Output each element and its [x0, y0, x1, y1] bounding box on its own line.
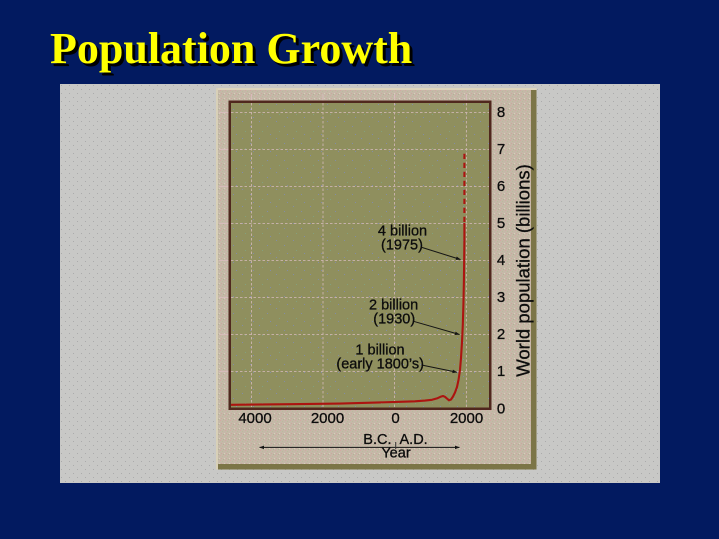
- svg-text:World population (billions): World population (billions): [513, 164, 534, 377]
- svg-text:7: 7: [497, 141, 505, 158]
- svg-text:2000: 2000: [450, 410, 483, 427]
- svg-text:1: 1: [497, 363, 505, 380]
- svg-text:2000: 2000: [311, 410, 344, 427]
- svg-text:6: 6: [497, 178, 505, 195]
- svg-text:0: 0: [497, 400, 505, 417]
- svg-text:0: 0: [391, 410, 399, 427]
- svg-text:2 billion: 2 billion: [369, 298, 418, 314]
- svg-text:1 billion: 1 billion: [355, 343, 404, 359]
- svg-text:4000: 4000: [238, 410, 271, 427]
- svg-text:(early 1800’s): (early 1800’s): [336, 356, 424, 372]
- svg-text:(1975): (1975): [381, 238, 423, 254]
- svg-text:B.C.: B.C.: [363, 432, 391, 448]
- svg-text:A.D.: A.D.: [400, 432, 428, 448]
- svg-text:4 billion: 4 billion: [378, 224, 427, 240]
- svg-text:4: 4: [497, 252, 505, 269]
- svg-text:2: 2: [497, 326, 505, 343]
- svg-text:5: 5: [497, 215, 505, 232]
- svg-text:3: 3: [497, 289, 505, 306]
- svg-text:8: 8: [497, 104, 505, 121]
- svg-text:Year: Year: [381, 445, 410, 461]
- svg-text:(1930): (1930): [373, 312, 415, 328]
